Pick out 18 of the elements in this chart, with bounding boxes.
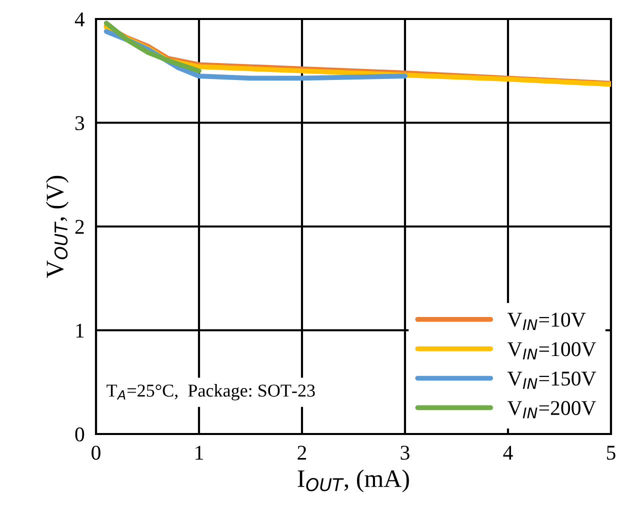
x-tick-label: 0 — [92, 446, 100, 460]
y-tick-label: 1 — [76, 324, 84, 338]
x-tick-label: 1 — [196, 446, 203, 460]
y-tick-label: 2 — [75, 220, 84, 234]
y-tick-label: 0 — [75, 427, 84, 442]
x-tick-label: 4 — [503, 446, 513, 460]
legend-label: V$_{IN}$=100V — [507, 342, 596, 360]
legend-label: V$_{IN}$=10V — [507, 312, 586, 330]
annotation: T$_{A}$=25°C, Package: SOT-23 — [106, 384, 315, 400]
y-tick-label: 3 — [75, 116, 84, 130]
x-tick-label: 3 — [400, 446, 410, 460]
x-tick-label: 5 — [607, 446, 616, 460]
x-tick-label: 2 — [298, 446, 306, 460]
y-axis-title: V$_{OUT}$, (V) — [46, 176, 69, 278]
legend-label: V$_{IN}$=200V — [507, 401, 596, 418]
legend-label: V$_{IN}$=150V — [507, 372, 596, 389]
x-axis-title: I$_{OUT}$, (mA) — [298, 470, 409, 492]
y-tick-label: 4 — [74, 12, 85, 26]
